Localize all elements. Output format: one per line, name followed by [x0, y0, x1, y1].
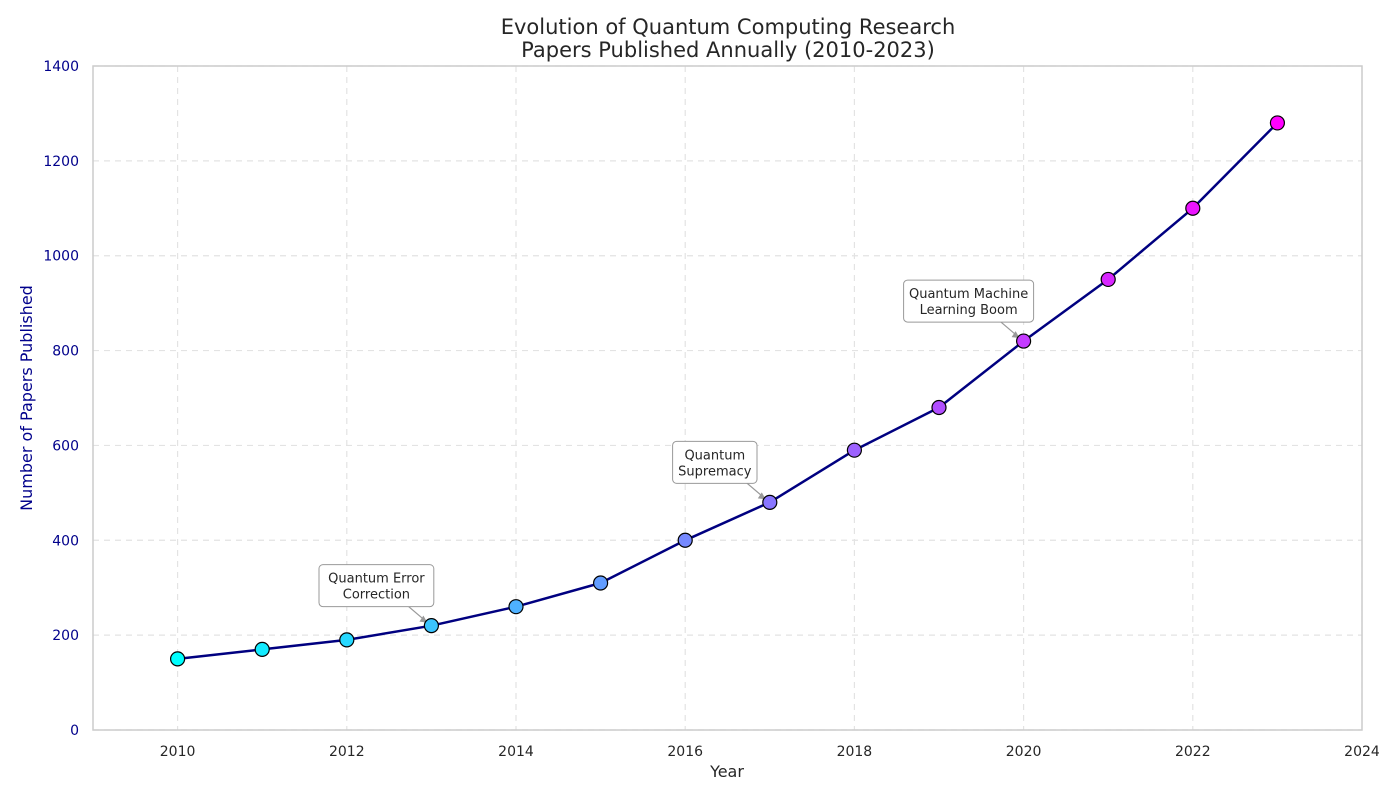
annotation-text: Quantum Machine: [909, 287, 1028, 302]
x-tick-label: 2016: [667, 744, 703, 760]
data-point: [762, 494, 778, 510]
x-axis-ticks: 2010 2012 2014 2016 2018 2020 2022 2024: [160, 744, 1380, 760]
annotation-box: [672, 440, 758, 484]
annotation-text: Supremacy: [678, 464, 752, 479]
x-tick-label: 2010: [160, 744, 196, 760]
annotation-arrowhead: [757, 492, 766, 500]
data-point: [1100, 271, 1116, 288]
annotation-box: [903, 279, 1035, 323]
data-point: [846, 442, 863, 458]
annotation-arrowhead: [419, 615, 428, 623]
y-tick-label: 400: [52, 533, 79, 549]
y-tick-label: 1000: [43, 249, 79, 265]
data-point: [339, 632, 355, 648]
annotation-text: Quantum: [684, 448, 745, 463]
x-tick-label: 2020: [1006, 744, 1042, 760]
y-tick-label: 200: [52, 628, 79, 644]
x-tick-label: 2012: [329, 744, 365, 760]
x-axis-label: Year: [709, 762, 744, 781]
data-point: [423, 618, 439, 634]
y-tick-label: 0: [70, 723, 79, 739]
chart-title-line-1: Evolution of Quantum Computing Research: [501, 15, 956, 39]
y-tick-label: 1400: [43, 59, 79, 75]
annotation-text: Quantum Error: [328, 572, 425, 587]
chart-title-line-2: Papers Published Annually (2010-2023): [521, 38, 935, 62]
x-tick-label: 2018: [837, 744, 873, 760]
x-tick-label: 2014: [498, 744, 534, 760]
x-tick-label: 2024: [1344, 744, 1380, 760]
data-point: [1015, 333, 1032, 349]
series-line: [177, 122, 1279, 661]
data-point: [170, 651, 186, 667]
x-tick-label: 2022: [1175, 744, 1211, 760]
data-point: [931, 399, 947, 416]
annotation-arrowhead: [1011, 331, 1020, 339]
y-tick-label: 800: [52, 344, 79, 360]
annotation-text: Learning Boom: [920, 303, 1018, 318]
annotations: Quantum ErrorCorrectionQuantumSupremacyQ…: [318, 279, 1035, 623]
data-points: [170, 115, 1286, 667]
annotation-text: Correction: [343, 588, 410, 603]
data-point: [677, 532, 693, 548]
plot-frame: [92, 65, 1363, 731]
data-point: [1185, 200, 1201, 216]
y-axis-ticks: 0 200 400 600 800 1000 1200 1400: [43, 59, 79, 739]
grid: [93, 65, 1363, 731]
annotation-box: [318, 564, 435, 608]
y-tick-label: 600: [52, 438, 79, 454]
data-point: [592, 575, 609, 591]
y-tick-label: 1200: [43, 154, 79, 170]
data-point: [254, 641, 270, 657]
data-point: [1269, 115, 1286, 131]
data-point: [508, 599, 524, 615]
y-axis-label: Number of Papers Published: [17, 285, 36, 511]
